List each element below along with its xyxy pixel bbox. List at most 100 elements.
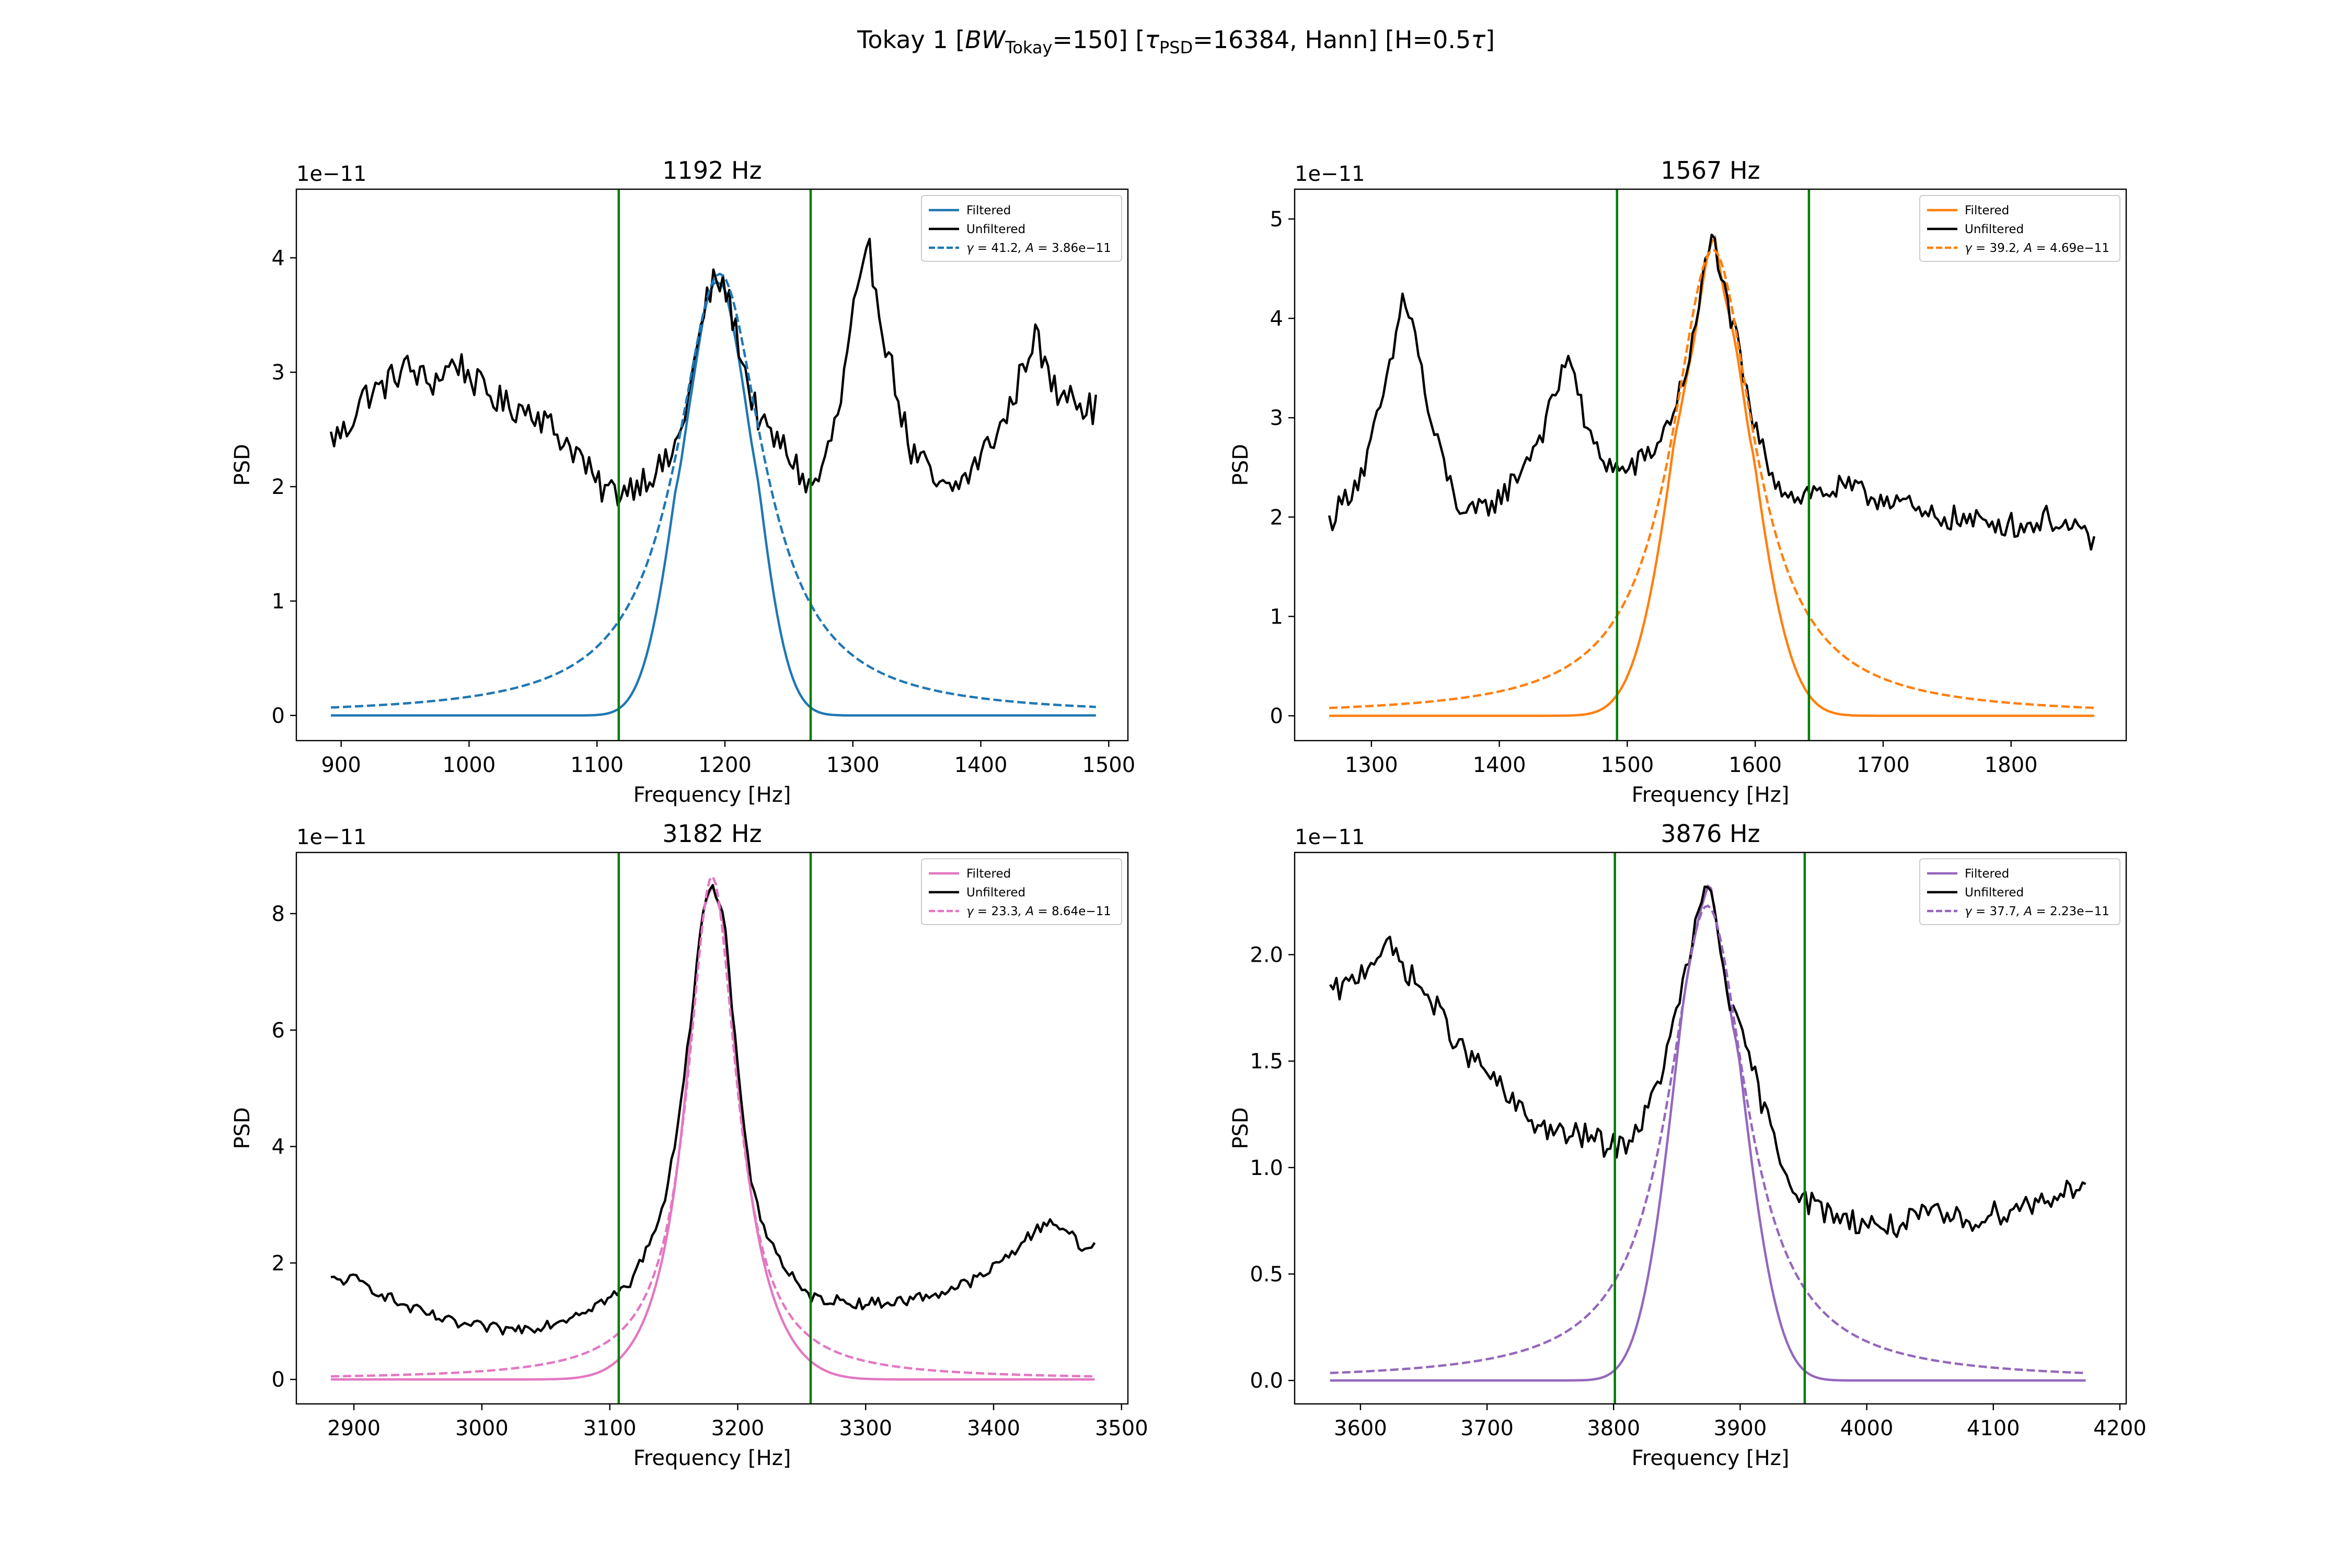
legend-fit-label: γ = 39.2, A = 4.69e−11 <box>1965 241 2109 255</box>
suptitle-bw-subscript: Tokay <box>1005 38 1052 57</box>
x-tick-label: 3300 <box>839 1416 892 1440</box>
suptitle-tau-value: =16384, Hann] [H=0.5 <box>1193 26 1471 54</box>
legend-filtered-label: Filtered <box>966 867 1011 881</box>
legend-filtered-label: Filtered <box>1965 867 2009 881</box>
subplot-1567: 1300 1400 1500 1600 1700 1800 0 1 2 3 4 5 1567 Hz Fre… <box>1229 156 2127 807</box>
y-tick-label: 1.5 <box>1250 1050 1283 1074</box>
axes-frame <box>1294 188 2127 742</box>
y-axis-label: PSD <box>1229 444 1253 486</box>
x-tick-label: 900 <box>321 753 361 777</box>
suptitle-tau2-symbol: τ <box>1471 26 1485 54</box>
data-layer <box>1328 189 2095 741</box>
suptitle-bw-symbol: BW <box>965 26 1006 54</box>
axes-frame <box>295 188 1129 742</box>
subplot-title: 3876 Hz <box>1661 820 1760 848</box>
x-tick-label: 1400 <box>1473 753 1526 777</box>
subplot-3876: 3600 3700 3800 3900 4000 4100 4200 0.0 0.5 1.0 1.5… <box>1229 820 2147 1470</box>
filtered-series-line <box>331 280 1096 717</box>
suptitle-tau-symbol: τ <box>1145 26 1159 54</box>
suptitle-bw-value: =150] [ <box>1052 26 1145 54</box>
x-tick-label: 2900 <box>327 1416 381 1440</box>
y-tick-label: 6 <box>272 1019 285 1043</box>
y-tick-label: 0 <box>272 1368 285 1392</box>
y-tick-label: 2 <box>272 475 285 499</box>
data-layer <box>1329 852 2086 1404</box>
x-tick-label: 3500 <box>1095 1416 1148 1440</box>
x-axis-label: Frequency [Hz] <box>1632 1446 1790 1470</box>
x-tick-label: 1500 <box>1601 753 1654 777</box>
y-tick-label: 4 <box>272 1135 285 1159</box>
x-tick-label: 1800 <box>1985 753 2038 777</box>
y-tick-label: 3 <box>1270 406 1283 430</box>
y-tick-label: 2 <box>1270 505 1283 529</box>
x-axis-label: Frequency [Hz] <box>633 1446 791 1470</box>
x-tick-label: 3000 <box>455 1416 509 1440</box>
lorentzian-fit-line <box>331 272 1096 709</box>
plot-area <box>1295 852 2126 1404</box>
legend: Filtered Unfiltered γ = 41.2, A = 3.86e−11 <box>921 195 1122 262</box>
x-tick-label: 3400 <box>967 1416 1020 1440</box>
legend-box <box>1919 195 2120 262</box>
axes-frame <box>295 851 1129 1405</box>
x-tick-label: 4000 <box>1840 1416 1894 1440</box>
unfiltered-series-line <box>329 237 1098 506</box>
legend-unfiltered-label: Unfiltered <box>966 223 1025 236</box>
x-tick-label: 4100 <box>1967 1416 2020 1440</box>
y-tick-label: 0 <box>1270 704 1283 728</box>
x-tick-label: 3600 <box>1334 1416 1387 1440</box>
x-tick-label: 1300 <box>1345 753 1398 777</box>
legend-filtered-label: Filtered <box>966 204 1011 217</box>
y-tick-label: 8 <box>272 902 285 926</box>
plot-area <box>296 852 1128 1404</box>
y-tick-label: 2 <box>272 1251 285 1275</box>
x-tick-label: 1000 <box>443 753 496 777</box>
y-offset-label: 1e−11 <box>1295 825 1365 849</box>
y-offset-label: 1e−11 <box>296 825 366 849</box>
plot-area <box>1295 189 2126 741</box>
suptitle-tau-subscript: PSD <box>1159 38 1193 57</box>
suptitle-prefix: Tokay 1 [ <box>857 26 965 54</box>
legend: Filtered Unfiltered γ = 39.2, A = 4.69e−11 <box>1919 195 2120 262</box>
subplot-title: 1192 Hz <box>662 156 762 185</box>
x-tick-label: 3200 <box>711 1416 765 1440</box>
legend: Filtered Unfiltered γ = 37.7, A = 2.23e−11 <box>1919 858 2120 925</box>
x-tick-label: 1400 <box>954 753 1008 777</box>
x-axis-label: Frequency [Hz] <box>633 783 791 807</box>
legend-unfiltered-label: Unfiltered <box>966 886 1025 900</box>
x-tick-label: 1300 <box>826 753 880 777</box>
y-tick-label: 3 <box>272 361 285 385</box>
y-axis-label: PSD <box>230 444 255 486</box>
x-tick-label: 3900 <box>1714 1416 1767 1440</box>
unfiltered-series-line <box>1328 233 2095 551</box>
unfiltered-series-line <box>330 884 1096 1336</box>
y-axis-label: PSD <box>230 1107 255 1149</box>
x-tick-label: 1100 <box>570 753 624 777</box>
suptitle-suffix: ] <box>1485 26 1495 54</box>
legend: Filtered Unfiltered γ = 23.3, A = 8.64e−11 <box>921 858 1122 925</box>
y-tick-label: 4 <box>272 246 285 270</box>
y-tick-label: 0.0 <box>1250 1369 1283 1393</box>
y-tick-label: 2.0 <box>1250 943 1283 967</box>
x-tick-label: 1500 <box>1082 753 1135 777</box>
legend-fit-label: γ = 37.7, A = 2.23e−11 <box>1965 905 2109 918</box>
subplot-title: 1567 Hz <box>1661 156 1760 185</box>
y-tick-label: 1 <box>1270 605 1283 629</box>
y-tick-label: 0 <box>272 704 285 728</box>
x-tick-label: 3800 <box>1587 1416 1640 1440</box>
legend-box <box>921 858 1122 925</box>
legend-fit-label: γ = 41.2, A = 3.86e−11 <box>966 241 1111 255</box>
legend-fit-label: γ = 23.3, A = 8.64e−11 <box>966 905 1111 918</box>
subplot-3182: 2900 3000 3100 3200 3300 3400 3500 0 2 4 6 8 3182 Hz… <box>230 820 1148 1470</box>
y-offset-label: 1e−11 <box>1295 162 1365 186</box>
data-layer <box>329 189 1098 741</box>
x-tick-label: 3100 <box>583 1416 637 1440</box>
lorentzian-fit-line <box>331 874 1095 1378</box>
lorentzian-fit-line <box>1329 249 2094 709</box>
y-axis-label: PSD <box>1229 1107 1253 1149</box>
figure-suptitle: Tokay 1 [BWTokay=150] [τPSD=16384, Hann]… <box>857 26 1495 57</box>
data-layer <box>330 852 1096 1404</box>
lorentzian-fit-line <box>1330 904 2086 1375</box>
x-tick-label: 4200 <box>2093 1416 2147 1440</box>
